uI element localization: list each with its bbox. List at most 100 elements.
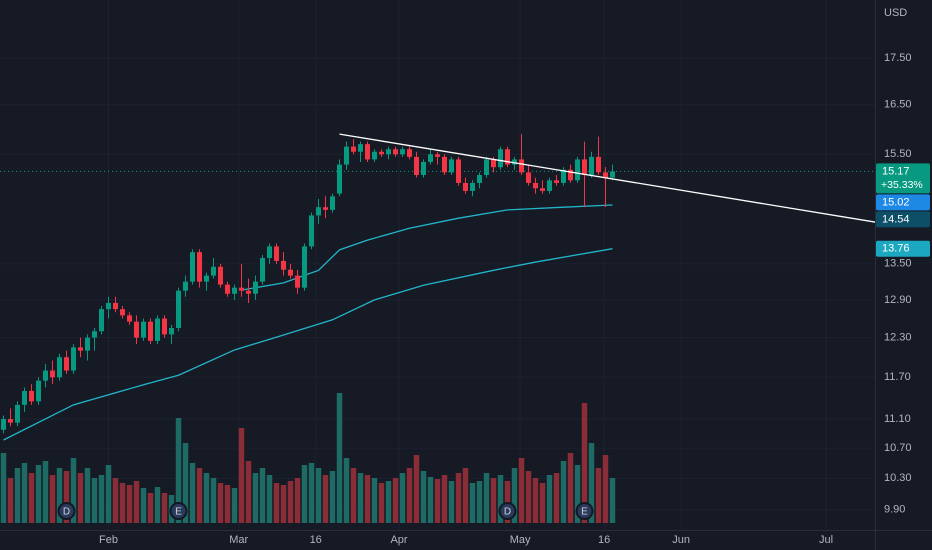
candle-body — [476, 175, 483, 183]
volume-bar — [385, 481, 392, 523]
volume-bar — [364, 475, 371, 523]
y-tick-label: 11.10 — [884, 413, 911, 425]
candle-body — [413, 156, 420, 176]
candle-body — [504, 149, 511, 165]
candle-body — [273, 246, 280, 261]
volume-bar — [525, 471, 532, 523]
volume-bar — [154, 487, 161, 523]
x-tick-label: Apr — [390, 534, 407, 546]
candle-body — [294, 275, 301, 288]
volume-bar — [308, 463, 315, 523]
volume-bar — [35, 465, 42, 523]
candle-body — [483, 159, 490, 176]
candle-body — [28, 390, 35, 402]
volume-bar — [553, 473, 560, 523]
volume-bar — [112, 478, 119, 523]
candle-body — [35, 380, 42, 402]
candle-body — [406, 149, 413, 157]
volume-bar — [448, 481, 455, 523]
y-tick-label: 13.50 — [884, 258, 912, 270]
volume-bar — [567, 453, 574, 523]
candle-body — [511, 159, 518, 165]
volume-bar — [252, 473, 259, 523]
event-marker — [498, 502, 517, 520]
candle-body — [553, 180, 560, 183]
volume-bar — [238, 428, 245, 523]
candle-body — [0, 419, 7, 430]
candle-body — [385, 149, 392, 155]
volume-bar — [539, 483, 546, 523]
event-marker — [169, 502, 188, 520]
candle-body — [427, 154, 434, 163]
volume-bar — [21, 463, 28, 523]
candle-body — [259, 257, 266, 282]
volume-bar — [497, 475, 504, 523]
y-tick-label: 10.70 — [884, 442, 912, 454]
volume-bar — [301, 465, 308, 523]
volume-bar — [84, 468, 91, 523]
y-tick-label: 12.90 — [884, 294, 912, 306]
candle-body — [315, 207, 322, 216]
price-tag-label: 15.17 — [882, 165, 910, 177]
candle-body — [350, 146, 357, 152]
candle-body — [175, 290, 182, 329]
candle-body — [574, 159, 581, 181]
candle-body — [56, 357, 63, 378]
volume-bar — [427, 477, 434, 523]
volume-bar — [420, 471, 427, 523]
y-tick-label: 16.50 — [884, 99, 912, 111]
volume-bar — [0, 453, 7, 523]
candle-body — [161, 318, 168, 335]
volume-bar — [329, 471, 336, 523]
volume-bar — [126, 485, 133, 523]
y-tick-label: 9.90 — [884, 504, 905, 516]
volume-bar — [595, 468, 602, 523]
volume-bar — [105, 465, 112, 523]
candle-body — [357, 144, 364, 152]
event-label: E — [581, 507, 588, 518]
volume-bar — [7, 478, 14, 523]
candle-body — [98, 309, 105, 332]
candle-body — [588, 156, 595, 176]
volume-bar — [224, 485, 231, 523]
volume-bar — [483, 473, 490, 523]
price-tag — [876, 211, 930, 228]
y-tick-label: 10.30 — [884, 472, 912, 484]
volume-bar — [532, 478, 539, 523]
volume-bar — [196, 468, 203, 523]
candle-body — [112, 302, 119, 310]
volume-bar — [476, 481, 483, 523]
volume-bar — [133, 481, 140, 523]
volume-bar — [371, 478, 378, 523]
candle-body — [217, 266, 224, 285]
candle-body — [490, 159, 497, 168]
volume-bar — [490, 478, 497, 523]
currency-label: USD — [884, 7, 907, 19]
candle-body — [581, 159, 588, 176]
moving-average — [241, 204, 613, 291]
price-tag-label: 13.76 — [882, 243, 910, 255]
volume-bar — [413, 455, 420, 523]
candle-body — [154, 318, 161, 341]
volume-bar — [266, 475, 273, 523]
candle-body — [371, 151, 378, 160]
x-tick-label: Mar — [229, 534, 248, 546]
candle-body — [609, 171, 616, 178]
volume-bar — [91, 478, 98, 523]
x-tick-label: 16 — [310, 534, 322, 546]
candle-body — [91, 331, 98, 338]
candle-body — [119, 309, 126, 316]
candle-body — [168, 328, 175, 335]
candle-body — [203, 275, 210, 282]
candle-body — [42, 370, 49, 381]
candle-body — [364, 144, 371, 160]
candle-body — [539, 188, 546, 191]
volume-bar — [14, 468, 21, 523]
volume-bar — [203, 473, 210, 523]
volume-bar — [182, 443, 189, 523]
price-tag — [876, 240, 930, 257]
price-tag — [876, 194, 930, 211]
candle-body — [567, 169, 574, 181]
volume-bar — [322, 475, 329, 523]
